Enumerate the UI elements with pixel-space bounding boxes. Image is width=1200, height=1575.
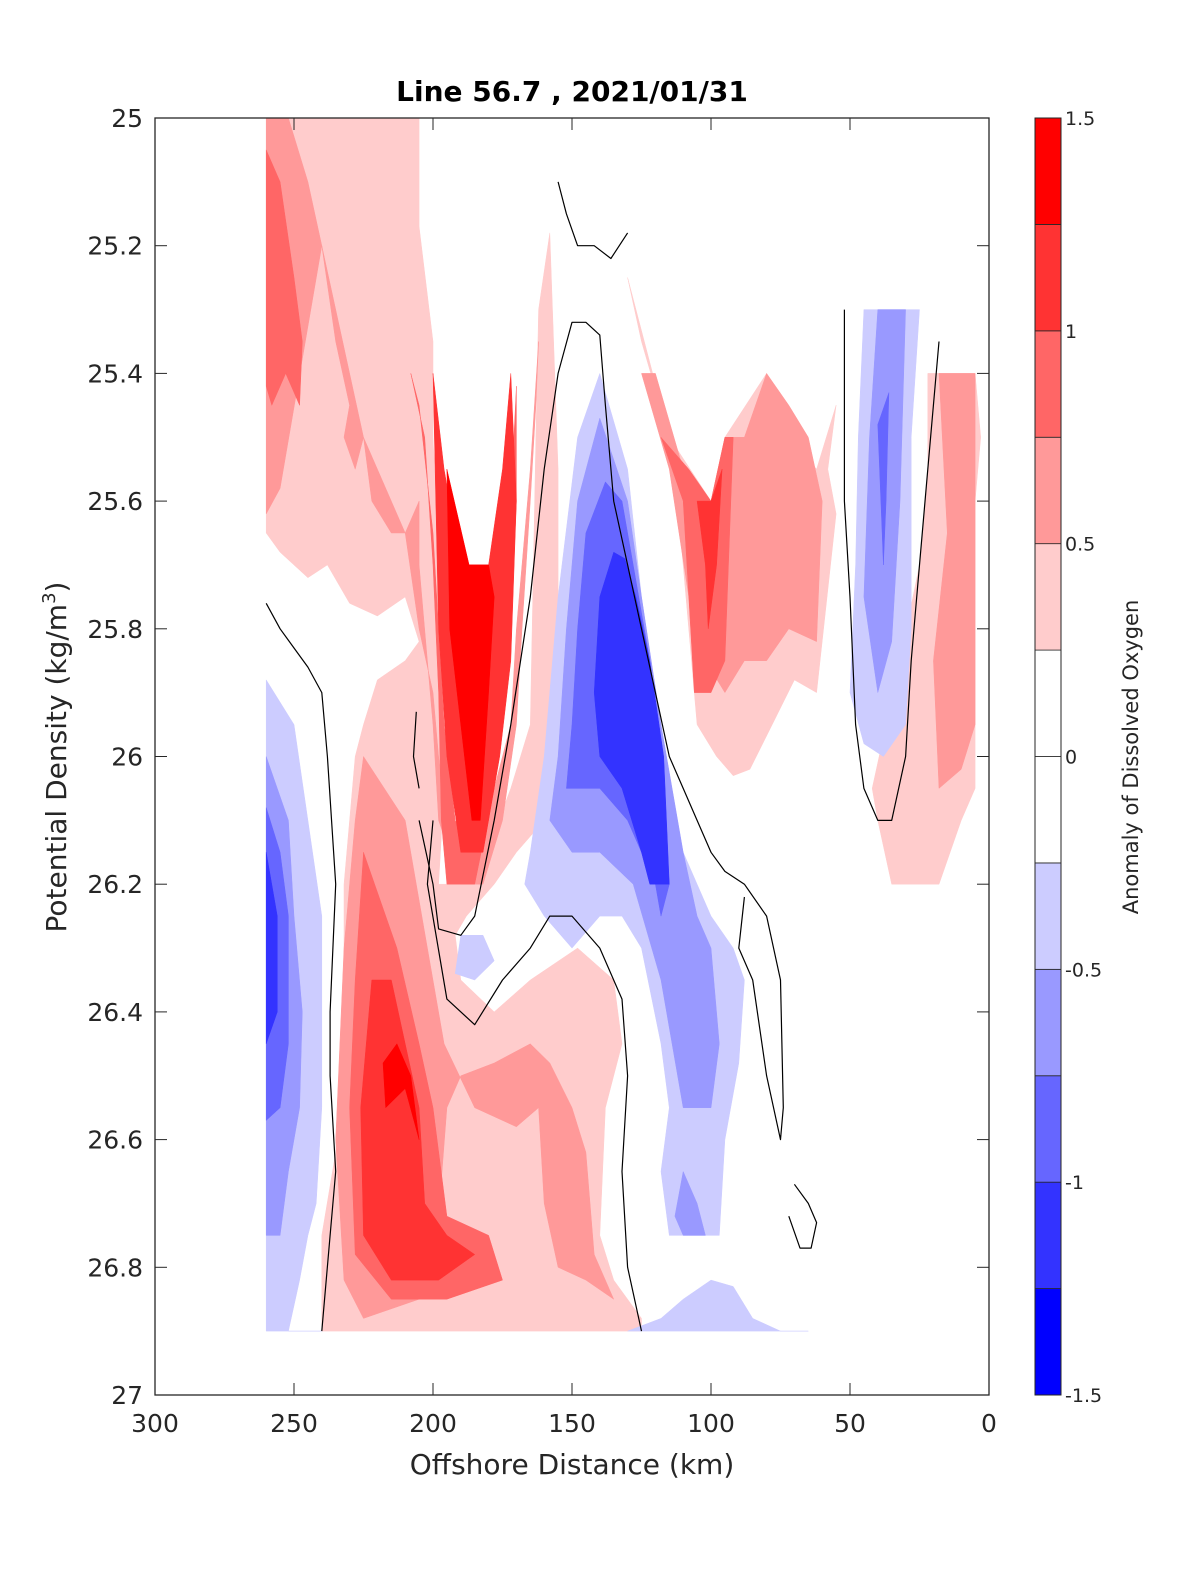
- contour-fills: [265, 117, 981, 1332]
- contour-region: [454, 935, 495, 981]
- colorbar: 1.5 1 0.5 0 -0.5 -1 -1.5: [1034, 108, 1102, 1407]
- y-tick-label: 27: [111, 1381, 143, 1410]
- zero-contour-line: [412, 711, 420, 789]
- colorbar-segment: [1034, 756, 1062, 864]
- y-tick-label: 26.2: [87, 870, 143, 899]
- colorbar-tick-label: -0.5: [1065, 959, 1102, 981]
- colorbar-segment: [1034, 117, 1062, 225]
- plot-area: 300 250 200 150 100 50 0 2525.225.425.625.8262…: [87, 104, 997, 1438]
- colorbar-segment: [1034, 224, 1062, 332]
- colorbar-segment: [1034, 1288, 1062, 1396]
- contour-region: [382, 1043, 420, 1140]
- contour-region: [627, 1279, 809, 1332]
- chart-title: Line 56.7 , 2021/01/31: [396, 75, 748, 108]
- colorbar-segment: [1034, 968, 1062, 1077]
- colorbar-tick-label: -1: [1065, 1172, 1084, 1194]
- contour-region: [696, 468, 723, 630]
- contour-region: [674, 1171, 706, 1236]
- zero-contour-line: [788, 1183, 818, 1249]
- y-tick-label: 25.2: [87, 232, 143, 261]
- x-tick-label: 300: [131, 1409, 179, 1438]
- contour-region: [877, 392, 890, 566]
- contour-lines: [265, 181, 940, 1332]
- colorbar-segment: [1034, 436, 1062, 545]
- contour-region: [265, 117, 539, 885]
- x-tick-label: 250: [270, 1409, 318, 1438]
- colorbar-segment: [1034, 1181, 1062, 1289]
- x-tick-label: 150: [548, 1409, 596, 1438]
- x-tick-label: 50: [834, 1409, 866, 1438]
- contour-region: [265, 852, 278, 1045]
- x-axis-title: Offshore Distance (km): [410, 1448, 735, 1481]
- colorbar-segment: [1034, 543, 1062, 651]
- colorbar-segment: [1034, 330, 1062, 438]
- y-tick-label: 25.8: [87, 615, 143, 644]
- colorbar-segment: [1034, 649, 1062, 757]
- colorbar-tick-label: -1.5: [1065, 1385, 1102, 1407]
- y-axis-title-close: ): [40, 582, 73, 593]
- zero-contour-line: [843, 309, 940, 822]
- colorbar-segment: [1034, 1075, 1062, 1183]
- y-tick-label: 25.4: [87, 359, 143, 388]
- y-tick-label: 26.8: [87, 1253, 143, 1282]
- colorbar-frame: [1034, 117, 1062, 1396]
- x-tick-label: 0: [981, 1409, 997, 1438]
- y-axis-title: Potential Density (kg/m3): [39, 582, 73, 933]
- y-axis-title-superscript: 3: [39, 592, 60, 603]
- zero-contour-line: [557, 181, 629, 260]
- y-axis-ticks: 25 25.2 25.4 25.6 25.8 26 26.2 26.4 26.6 26.8 27: [87, 104, 989, 1410]
- x-axis-ticks: 300 250 200 150 100 50 0: [131, 118, 997, 1438]
- zero-contour-line: [426, 820, 643, 1332]
- y-tick-label: 25: [111, 104, 143, 133]
- y-axis-title-main: Potential Density (kg/m: [40, 604, 73, 933]
- y-tick-label: 26.6: [87, 1126, 143, 1155]
- contour-region: [446, 468, 495, 821]
- colorbar-tick-label: 1: [1065, 321, 1077, 343]
- colorbar-segment: [1034, 862, 1062, 970]
- y-tick-label: 25.6: [87, 487, 143, 516]
- colorbar-tick-label: 1.5: [1065, 108, 1095, 130]
- zero-contour-line: [418, 321, 784, 1141]
- colorbar-tick-label: 0.5: [1065, 534, 1095, 556]
- contour-region: [933, 373, 976, 789]
- y-tick-label: 26.4: [87, 998, 143, 1027]
- colorbar-tick-label: 0: [1065, 747, 1077, 769]
- contour-region: [593, 551, 670, 885]
- y-tick-label: 26: [111, 743, 143, 772]
- colorbar-title: Anomaly of Dissolved Oxygen: [1119, 600, 1143, 915]
- contour-region: [265, 149, 303, 406]
- x-tick-label: 200: [409, 1409, 457, 1438]
- x-tick-label: 100: [687, 1409, 735, 1438]
- zero-contour-line: [265, 603, 337, 1332]
